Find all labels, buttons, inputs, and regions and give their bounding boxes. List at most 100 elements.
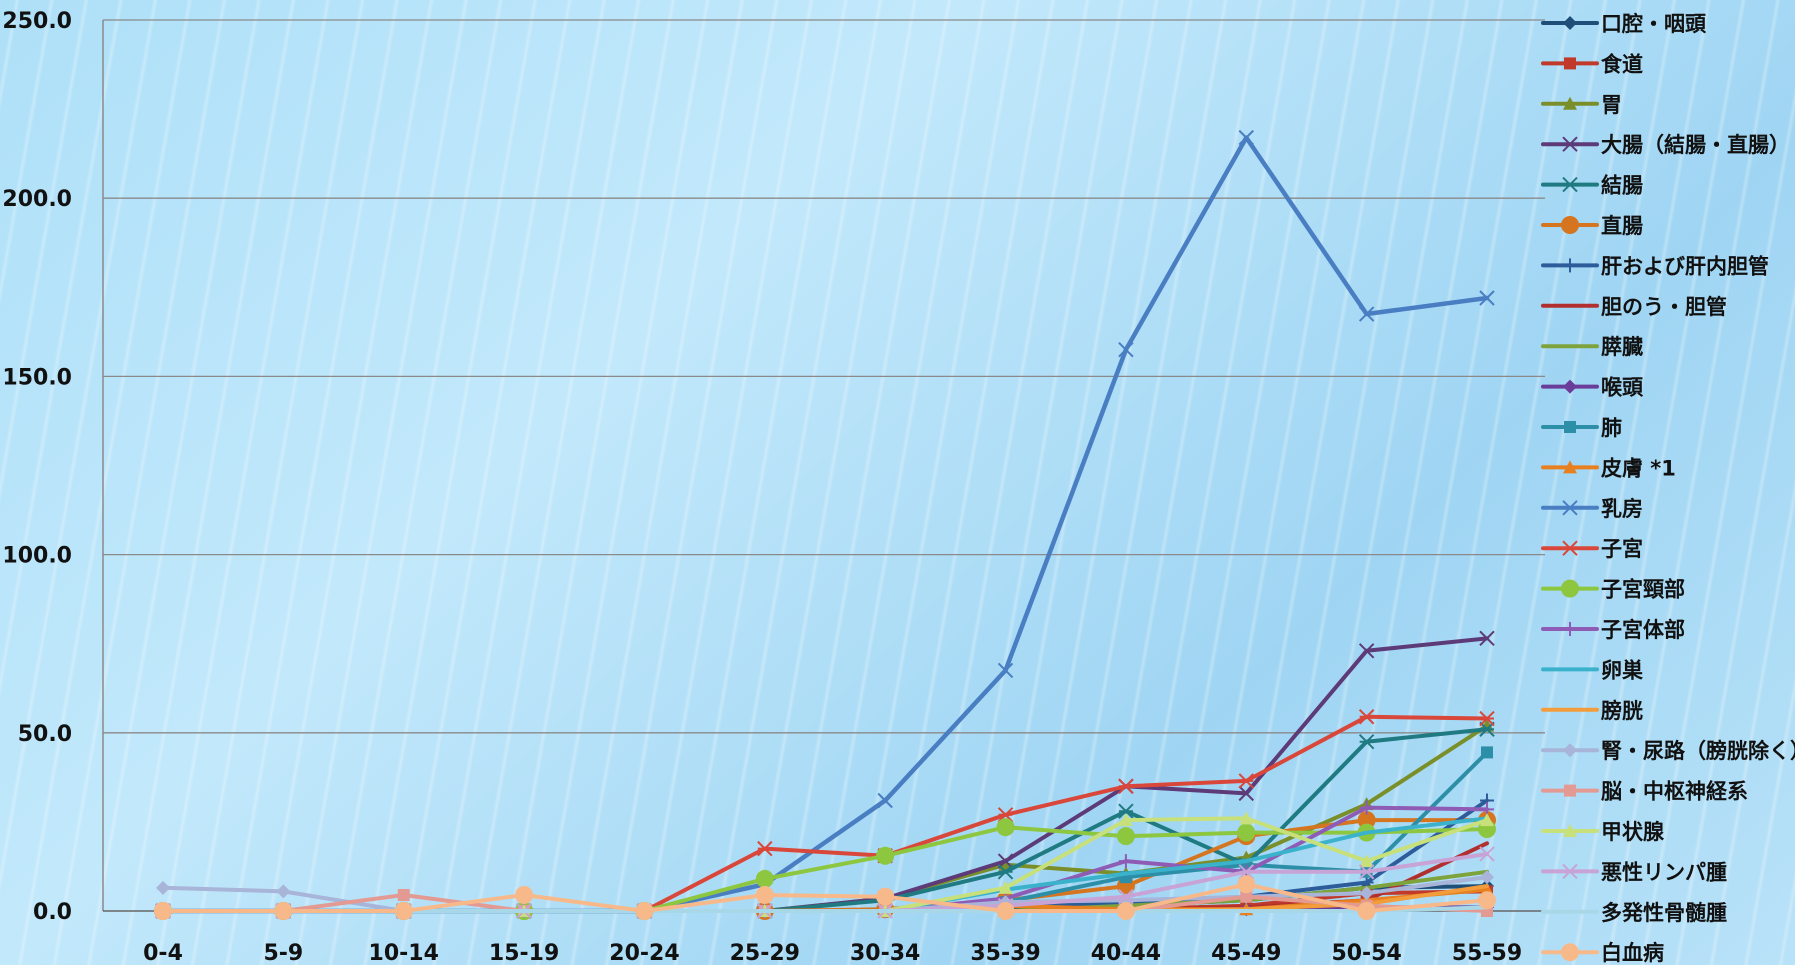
legend-label: 子宮 bbox=[1601, 537, 1643, 561]
legend-label: 胆のう・胆管 bbox=[1601, 295, 1727, 319]
data-point bbox=[1237, 823, 1256, 842]
legend-label: 結腸 bbox=[1601, 174, 1643, 198]
legend-item: 結腸 bbox=[1541, 174, 1643, 198]
x-tick-label: 30-34 bbox=[850, 941, 920, 965]
data-point bbox=[1118, 889, 1134, 905]
data-point bbox=[1116, 902, 1135, 920]
x-tick-label: 25-29 bbox=[730, 941, 800, 965]
data-point bbox=[276, 884, 291, 899]
legend-item: 卵巣 bbox=[1541, 658, 1644, 682]
legend-item: 肺 bbox=[1541, 416, 1622, 440]
legend-marker bbox=[1563, 16, 1577, 30]
legend-label: 脳・中枢神経系 bbox=[1601, 780, 1748, 804]
legend-item: 悪性リンパ腫 bbox=[1541, 860, 1727, 884]
data-point bbox=[1118, 854, 1133, 869]
data-point bbox=[1481, 746, 1493, 759]
data-point bbox=[755, 885, 774, 904]
data-point bbox=[1240, 890, 1253, 903]
data-point bbox=[1116, 827, 1135, 846]
legend-item: 口腔・咽頭 bbox=[1541, 12, 1707, 36]
data-point bbox=[154, 902, 172, 920]
data-point bbox=[1238, 785, 1254, 802]
x-tick-label: 35-39 bbox=[970, 941, 1040, 965]
x-tick-label: 5-9 bbox=[263, 941, 303, 965]
legend-item: 膵臓 bbox=[1541, 335, 1643, 359]
data-point bbox=[515, 885, 534, 904]
legend-label: 乳房 bbox=[1601, 497, 1643, 521]
legend-label: 食道 bbox=[1601, 52, 1643, 76]
data-point bbox=[1480, 870, 1494, 885]
data-point bbox=[1238, 129, 1254, 146]
legend-label: 直腸 bbox=[1601, 214, 1643, 238]
data-point bbox=[1118, 803, 1134, 819]
x-tick-label: 15-19 bbox=[489, 941, 559, 965]
series-line bbox=[160, 135, 1490, 914]
legend-label: 胃 bbox=[1601, 93, 1622, 117]
data-point bbox=[1358, 734, 1375, 750]
y-axis: 0.0 50.0 100.0 150.0 200.0 250.0 bbox=[2, 9, 72, 925]
series-group bbox=[155, 630, 1495, 919]
legend-item: 胃 bbox=[1541, 93, 1622, 117]
data-point bbox=[1118, 778, 1134, 794]
data-point bbox=[1118, 341, 1134, 358]
legend-label: 口腔・咽頭 bbox=[1601, 12, 1707, 36]
legend-item: 胆のう・胆管 bbox=[1541, 295, 1727, 319]
legend-item: 乳房 bbox=[1541, 497, 1643, 521]
x-tick-label: 50-54 bbox=[1331, 941, 1401, 965]
legend-item: 喉頭 bbox=[1541, 376, 1644, 400]
data-point bbox=[1479, 710, 1495, 727]
series-line bbox=[161, 723, 1489, 913]
data-point bbox=[757, 840, 773, 857]
legend-item: 膀胱 bbox=[1541, 699, 1643, 723]
legend-item: 大腸（結腸・直腸） bbox=[1541, 133, 1790, 157]
legend-item: 腎・尿路（膀胱除く） bbox=[1541, 739, 1795, 763]
data-point bbox=[1239, 811, 1254, 825]
data-point bbox=[997, 662, 1014, 679]
y-tick-label: 150.0 bbox=[2, 365, 72, 390]
legend-item: 直腸 bbox=[1541, 214, 1643, 238]
legend-label: 悪性リンパ腫 bbox=[1601, 860, 1727, 884]
legend-marker bbox=[1564, 421, 1576, 433]
legend-label: 甲状腺 bbox=[1601, 820, 1665, 844]
legend-item: 皮膚 *1 bbox=[1541, 456, 1676, 480]
x-tick-label: 0-4 bbox=[143, 941, 183, 965]
legend-label: 肺 bbox=[1601, 416, 1622, 440]
data-point bbox=[1358, 643, 1375, 659]
data-point bbox=[1480, 813, 1494, 827]
y-tick-label: 200.0 bbox=[2, 187, 72, 212]
data-point bbox=[1478, 891, 1496, 910]
legend-marker bbox=[1563, 622, 1577, 636]
gridlines bbox=[102, 19, 1545, 912]
legend-marker bbox=[1562, 500, 1578, 516]
data-point bbox=[997, 864, 1014, 880]
legend-item: 脳・中枢神経系 bbox=[1541, 780, 1748, 804]
series-group bbox=[155, 721, 1495, 919]
legend-label: 多発性骨髄腫 bbox=[1601, 901, 1727, 925]
data-point bbox=[1238, 773, 1254, 789]
data-point bbox=[1359, 800, 1374, 815]
series-group bbox=[155, 129, 1495, 919]
legend-item: 子宮頸部 bbox=[1541, 578, 1685, 602]
legend-item: 肝および肝内胆管 bbox=[1541, 254, 1769, 278]
legend-item: 食道 bbox=[1541, 52, 1643, 76]
data-point bbox=[1237, 875, 1256, 894]
legend-marker bbox=[1563, 258, 1577, 273]
data-point bbox=[1358, 709, 1375, 725]
data-point bbox=[1359, 886, 1374, 901]
legend-marker bbox=[1562, 863, 1578, 880]
legend-item: 子宮 bbox=[1541, 537, 1643, 561]
y-tick-label: 100.0 bbox=[2, 544, 72, 569]
data-point bbox=[996, 902, 1015, 920]
data-point bbox=[1357, 811, 1376, 830]
y-tick-label: 0.0 bbox=[33, 900, 72, 925]
data-point bbox=[1479, 630, 1495, 647]
legend-label: 皮膚 *1 bbox=[1601, 456, 1676, 480]
data-point bbox=[1359, 854, 1374, 868]
data-point bbox=[1358, 864, 1375, 880]
legend-label: 子宮体部 bbox=[1601, 618, 1685, 642]
legend-label: 肝および肝内胆管 bbox=[1601, 254, 1769, 278]
legend-label: 子宮頸部 bbox=[1601, 578, 1685, 602]
y-tick-label: 50.0 bbox=[18, 722, 72, 747]
